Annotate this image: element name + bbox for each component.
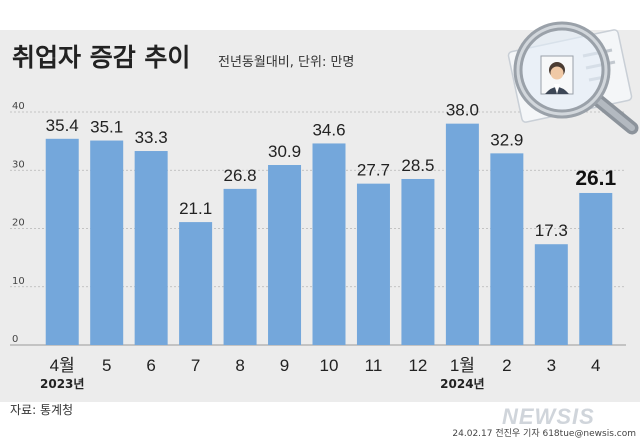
y-axis-ticks: 0 10 20 30 40 [12, 101, 25, 345]
x-tick-label: 7 [191, 356, 200, 375]
x-tick-label: 8 [235, 356, 244, 375]
bar [356, 183, 390, 345]
bar [445, 123, 479, 346]
bar-value-label: 26.8 [224, 166, 257, 185]
bar-value-label: 33.3 [135, 128, 168, 147]
bars [45, 123, 613, 346]
x-axis-ticks: 4월 5 6 7 8 9 10 11 12 1월 2 3 4 [50, 356, 601, 375]
bar-value-label: 34.6 [312, 120, 345, 139]
bar [90, 140, 124, 345]
bar [579, 192, 613, 345]
bar [179, 222, 213, 345]
year-label: 2023년 [40, 377, 84, 391]
y-tick-label: 30 [12, 159, 25, 170]
bar-value-label: 17.3 [535, 221, 568, 240]
y-tick-label: 40 [12, 101, 25, 112]
bar-value-label: 38.0 [446, 101, 479, 120]
magnifier-icon [507, 21, 639, 135]
bar [401, 178, 435, 345]
bar-value-label: 30.9 [268, 142, 301, 161]
x-tick-label: 9 [280, 356, 289, 375]
value-labels: 35.4 35.1 33.3 21.1 26.8 30.9 34.6 27.7 28.5 38.0… [46, 101, 617, 241]
source-note: 자료: 통계청 [10, 403, 73, 417]
year-labels: 2023년 2024년 [40, 377, 485, 391]
newsis-logo: NEWSIS [502, 404, 595, 429]
bar [134, 151, 168, 345]
bar [490, 153, 524, 345]
x-tick-label: 11 [365, 356, 383, 375]
y-tick-label: 10 [12, 276, 25, 287]
y-tick-label: 20 [12, 218, 25, 229]
chart-title: 취업자 증감 추이 [12, 43, 190, 72]
credit-line: 24.02.17 전진우 기자 618tue@newsis.com [452, 428, 636, 439]
bar [534, 244, 568, 345]
chart-subtitle: 전년동월대비, 단위: 만명 [218, 55, 354, 70]
bar-value-label: 28.5 [401, 156, 434, 175]
year-label: 2024년 [440, 377, 484, 391]
bar-value-label: 26.1 [575, 167, 616, 190]
x-tick-label: 1월 [450, 356, 475, 375]
x-tick-label: 12 [408, 356, 427, 375]
x-tick-label: 4월 [50, 356, 75, 375]
bar [312, 143, 346, 345]
bar-value-label: 35.4 [46, 116, 79, 135]
bar [223, 188, 257, 345]
bar-value-label: 32.9 [490, 130, 523, 149]
bar [45, 138, 79, 345]
x-tick-label: 3 [547, 356, 556, 375]
x-tick-label: 5 [102, 356, 111, 375]
bar [268, 165, 302, 345]
x-tick-label: 6 [146, 356, 155, 375]
x-tick-label: 4 [591, 356, 600, 375]
bar-value-label: 35.1 [90, 118, 123, 137]
bar-value-label: 27.7 [357, 161, 390, 180]
bar-value-label: 21.1 [179, 199, 212, 218]
x-tick-label: 2 [502, 356, 511, 375]
y-tick-label: 0 [12, 334, 18, 345]
x-tick-label: 10 [320, 356, 339, 375]
